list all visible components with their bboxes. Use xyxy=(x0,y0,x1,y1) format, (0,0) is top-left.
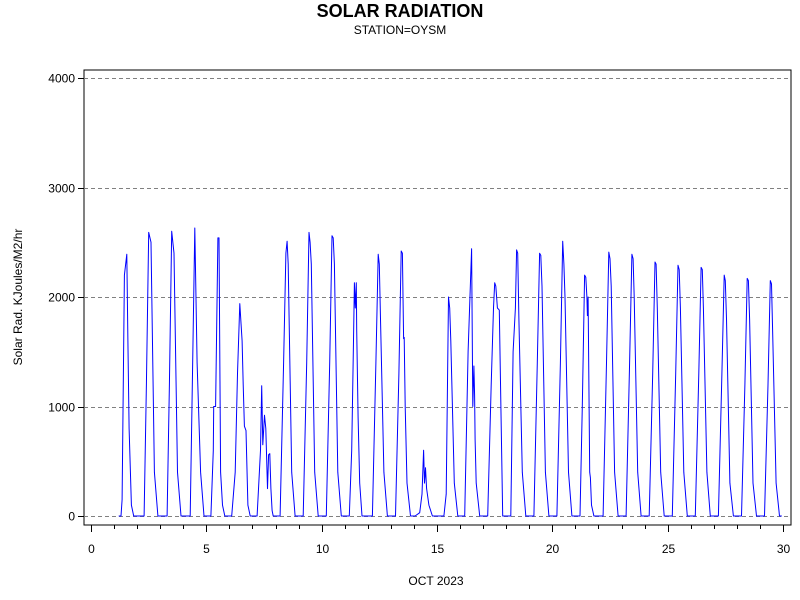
x-tick-label: 30 xyxy=(777,542,791,556)
chart-subtitle: STATION=OYSM xyxy=(353,23,447,37)
y-tick-label: 2000 xyxy=(48,291,75,305)
y-tick-label: 4000 xyxy=(48,72,75,86)
y-tick-label: 1000 xyxy=(48,401,75,415)
chart-title: SOLAR RADIATION xyxy=(316,1,484,21)
x-tick-label: 25 xyxy=(662,542,676,556)
y-tick-label: 3000 xyxy=(48,182,75,196)
series-line-0 xyxy=(118,227,782,517)
x-tick-label: 20 xyxy=(546,542,560,556)
x-tick-label: 5 xyxy=(203,542,210,556)
x-tick-label: 0 xyxy=(88,542,95,556)
y-tick-label: 0 xyxy=(68,510,75,524)
x-tick-label: 10 xyxy=(316,542,330,556)
x-axis-label: OCT 2023 xyxy=(408,574,464,588)
x-tick-label: 15 xyxy=(431,542,445,556)
